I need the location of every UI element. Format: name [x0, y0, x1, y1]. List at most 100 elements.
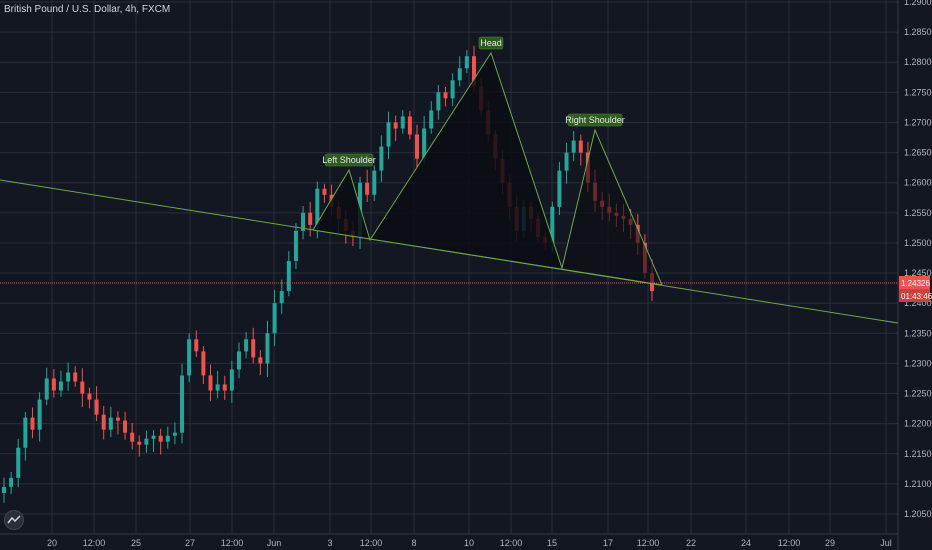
y-tick-label: 1.26000: [904, 178, 932, 188]
candle-body[interactable]: [415, 134, 420, 159]
head-label-box: [478, 36, 504, 50]
candle-body[interactable]: [201, 351, 206, 376]
y-tick-label: 1.23500: [904, 328, 932, 338]
y-tick-label: 1.24000: [904, 298, 932, 308]
candle-body[interactable]: [272, 303, 277, 334]
bar-countdown: 01:43:46: [901, 292, 932, 301]
candle-body[interactable]: [258, 357, 263, 364]
candle-body[interactable]: [564, 152, 569, 171]
candle-body[interactable]: [151, 435, 156, 439]
x-tick-label: 15: [547, 538, 557, 548]
y-tick-label: 1.24500: [904, 268, 932, 278]
candle-body[interactable]: [286, 261, 291, 292]
x-tick-label: Jun: [267, 538, 282, 548]
y-tick-label: 1.22500: [904, 389, 932, 399]
candle-body[interactable]: [58, 381, 63, 391]
candle-body[interactable]: [73, 372, 78, 382]
candle-body[interactable]: [123, 420, 128, 433]
candle-body[interactable]: [172, 432, 177, 436]
candle-body[interactable]: [115, 417, 120, 421]
candle-body[interactable]: [550, 206, 555, 243]
candle-body[interactable]: [108, 417, 113, 430]
current-price-value: 1.24326: [901, 279, 930, 288]
candle-body[interactable]: [372, 170, 377, 195]
candle-body[interactable]: [80, 381, 85, 394]
candle-body[interactable]: [379, 146, 384, 171]
candle-body[interactable]: [37, 399, 42, 430]
candle-body[interactable]: [557, 170, 562, 207]
x-tick-label: 12:00: [221, 538, 244, 548]
candle-body[interactable]: [208, 375, 213, 391]
y-tick-label: 1.22000: [904, 419, 932, 429]
candle-body[interactable]: [365, 182, 370, 195]
candle-body[interactable]: [187, 339, 192, 376]
x-tick-label: 17: [603, 538, 613, 548]
candle-body[interactable]: [158, 435, 163, 442]
x-tick-label: 12:00: [778, 538, 801, 548]
candle-body[interactable]: [23, 417, 28, 448]
y-tick-label: 1.23000: [904, 358, 932, 368]
pattern-fill: [313, 53, 562, 268]
candle-body[interactable]: [87, 393, 92, 400]
candle-body[interactable]: [244, 339, 249, 352]
candle-body[interactable]: [137, 441, 142, 445]
right-shoulder-label-box: [567, 113, 623, 127]
candle-body[interactable]: [429, 110, 434, 129]
candle-body[interactable]: [279, 291, 284, 304]
candle-body[interactable]: [101, 414, 106, 430]
candle-body[interactable]: [44, 378, 49, 400]
candle-body[interactable]: [229, 369, 234, 391]
candle-body[interactable]: [471, 56, 476, 87]
candle-body[interactable]: [194, 339, 199, 352]
candle-body[interactable]: [265, 333, 270, 364]
candle-body[interactable]: [236, 351, 241, 370]
candle-body[interactable]: [400, 116, 405, 129]
candle-body[interactable]: [436, 92, 441, 111]
candle-body[interactable]: [422, 128, 427, 159]
candle-body[interactable]: [301, 212, 306, 231]
y-tick-label: 1.25500: [904, 208, 932, 218]
candle-body[interactable]: [165, 435, 170, 442]
chart-title: British Pound / U.S. Dollar, 4h, FXCM: [4, 4, 171, 15]
candle-body[interactable]: [450, 80, 455, 99]
candle-body[interactable]: [215, 384, 220, 391]
candle-body[interactable]: [180, 375, 185, 433]
candle-body[interactable]: [393, 122, 398, 129]
x-tick-label: 27: [185, 538, 195, 548]
candle-body[interactable]: [308, 212, 313, 225]
candle-body[interactable]: [578, 140, 583, 153]
head-shoulders-outline[interactable]: [312, 51, 663, 286]
candle-body[interactable]: [293, 230, 298, 262]
candle-body[interactable]: [315, 188, 320, 225]
candle-body[interactable]: [30, 417, 35, 430]
tradingview-logo-icon[interactable]: [4, 510, 24, 530]
candle-body[interactable]: [464, 56, 469, 69]
candle-body[interactable]: [51, 378, 56, 391]
candle-body[interactable]: [9, 477, 14, 487]
candle-body[interactable]: [571, 140, 576, 153]
candle-body[interactable]: [66, 372, 71, 382]
candle-body[interactable]: [222, 384, 227, 391]
candle-body[interactable]: [251, 339, 256, 358]
candle-body[interactable]: [94, 399, 99, 415]
candle-body[interactable]: [443, 92, 448, 99]
x-tick-label: 12:00: [637, 538, 660, 548]
right-shoulder-label: Right Shoulder: [565, 115, 625, 125]
candle-body[interactable]: [322, 188, 327, 195]
candle-body[interactable]: [386, 122, 391, 147]
candle-body[interactable]: [16, 447, 21, 478]
countdown-tag: [899, 289, 930, 302]
x-tick-label: 29: [825, 538, 835, 548]
candle-body[interactable]: [2, 486, 6, 493]
x-tick-label: 20: [47, 538, 57, 548]
x-tick-label: 12:00: [83, 538, 106, 548]
x-tick-label: 3: [327, 538, 332, 548]
candle-body[interactable]: [407, 116, 412, 135]
candle-body[interactable]: [130, 432, 135, 442]
current-price-tag: [899, 276, 930, 289]
candle-body[interactable]: [457, 68, 462, 81]
candle-body[interactable]: [144, 438, 149, 445]
